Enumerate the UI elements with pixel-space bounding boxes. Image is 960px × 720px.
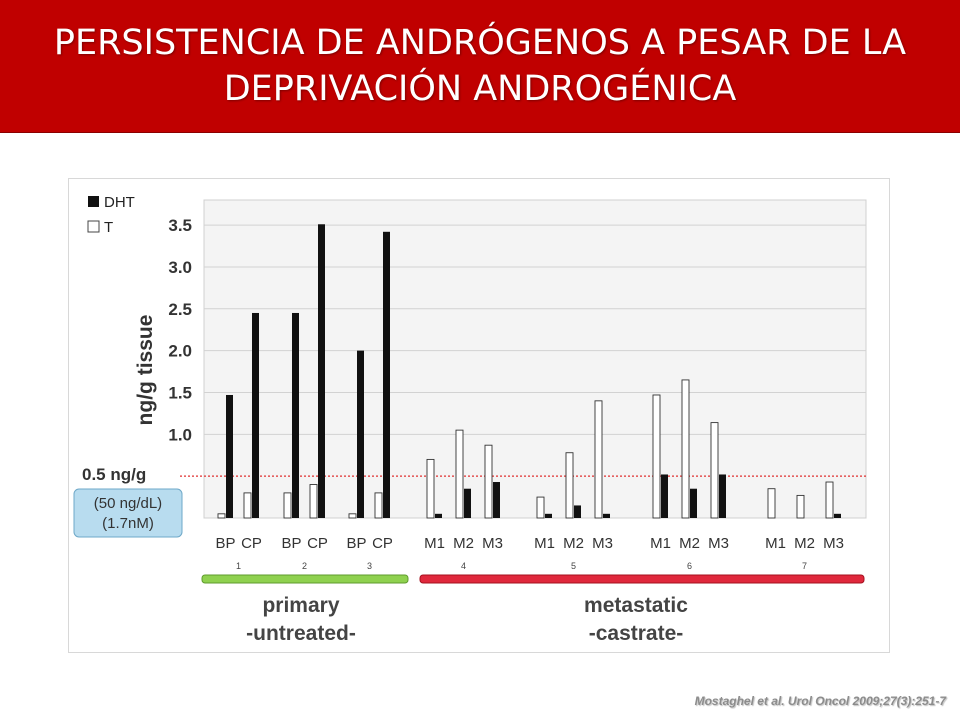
bar-dht [545,513,552,518]
title-line-2: DEPRIVACIÓN ANDROGÉNICA [223,69,737,109]
bar-t [374,492,383,519]
patient-id: 5 [571,561,576,571]
sample-label: M2 [453,535,474,552]
sample-label: BP [281,535,301,552]
bar-t [484,444,493,519]
bar-dht [661,474,668,518]
sample-label: BP [215,535,235,552]
sample-label: M1 [650,535,671,552]
citation: Mostaghel et al. Urol Oncol 2009;27(3):2… [694,694,946,708]
sample-label: M3 [482,535,503,552]
threshold-label: 0.5 ng/g [82,465,146,484]
title-line-1: PERSISTENCIA DE ANDRÓGENOS A PESAR DE LA [53,23,907,63]
group-bar-metastatic [419,574,865,584]
bar-dht [226,394,233,518]
bar-dht [318,224,325,518]
threshold-note-line-2: (1.7nM) [102,515,154,532]
bar-t [309,484,318,519]
threshold-note-box [73,488,183,538]
group-label-metastatic: metastatic [584,594,688,617]
patient-id: 2 [302,561,307,571]
patient-id: 3 [367,561,372,571]
bar-t [594,400,603,519]
bar-dht [834,513,841,518]
y-tick-label: 3.5 [168,216,192,235]
sample-label: M2 [563,535,584,552]
sample-label: M1 [534,535,555,552]
sample-label: BP [346,535,366,552]
bar-dht [357,350,364,518]
y-tick-label: 1.0 [168,425,192,444]
y-tick-label: 2.5 [168,300,192,319]
bar-t [426,458,435,519]
bar-t [243,492,252,519]
bar-t [796,494,805,519]
bar-t [652,394,661,519]
bar-t [710,422,719,519]
bar-t [825,481,834,519]
y-axis-title: ng/g tissue [134,315,157,426]
plot-area [203,199,867,519]
bar-dht [292,312,299,518]
threshold-note-line-1: (50 ng/dL) [94,495,162,512]
patient-id: 4 [461,561,466,571]
sample-label: M3 [708,535,729,552]
sample-label: M3 [823,535,844,552]
bar-t [283,492,292,519]
bar-t [681,379,690,519]
y-tick-label: 2.0 [168,342,192,361]
sample-label: CP [241,535,262,552]
sample-label: CP [372,535,393,552]
bar-t [767,488,776,519]
bar-dht [435,513,442,518]
bar-t [348,513,357,519]
y-tick-label: 3.0 [168,258,192,277]
bar-dht [464,488,471,518]
bar-t [536,496,545,519]
legend-swatch-t [87,220,100,233]
group-bar-primary [201,574,409,584]
y-tick-label: 1.5 [168,383,192,402]
bar-t [217,513,226,519]
bar-t [455,429,464,519]
sample-label: M2 [679,535,700,552]
bar-dht [574,505,581,518]
bar-dht [719,474,726,518]
bar-dht [493,482,500,518]
sample-label: CP [307,535,328,552]
patient-id: 6 [687,561,692,571]
bar-dht [690,488,697,518]
group-label-primary: primary [262,594,339,617]
title-banner: PERSISTENCIA DE ANDRÓGENOS A PESAR DE LA… [0,0,960,133]
group-sublabel-metastatic: -castrate- [589,622,684,645]
legend-swatch-dht [88,196,99,207]
sample-label: M1 [765,535,786,552]
legend-label-dht: DHT [104,194,135,211]
bar-dht [383,231,390,519]
legend-label-t: T [104,219,113,236]
bar-dht [252,312,259,518]
patient-id: 1 [236,561,241,571]
bar-t [565,452,574,519]
bar-dht [603,513,610,518]
patient-id: 7 [802,561,807,571]
sample-label: M1 [424,535,445,552]
group-sublabel-primary: -untreated- [246,622,356,645]
sample-label: M2 [794,535,815,552]
sample-label: M3 [592,535,613,552]
